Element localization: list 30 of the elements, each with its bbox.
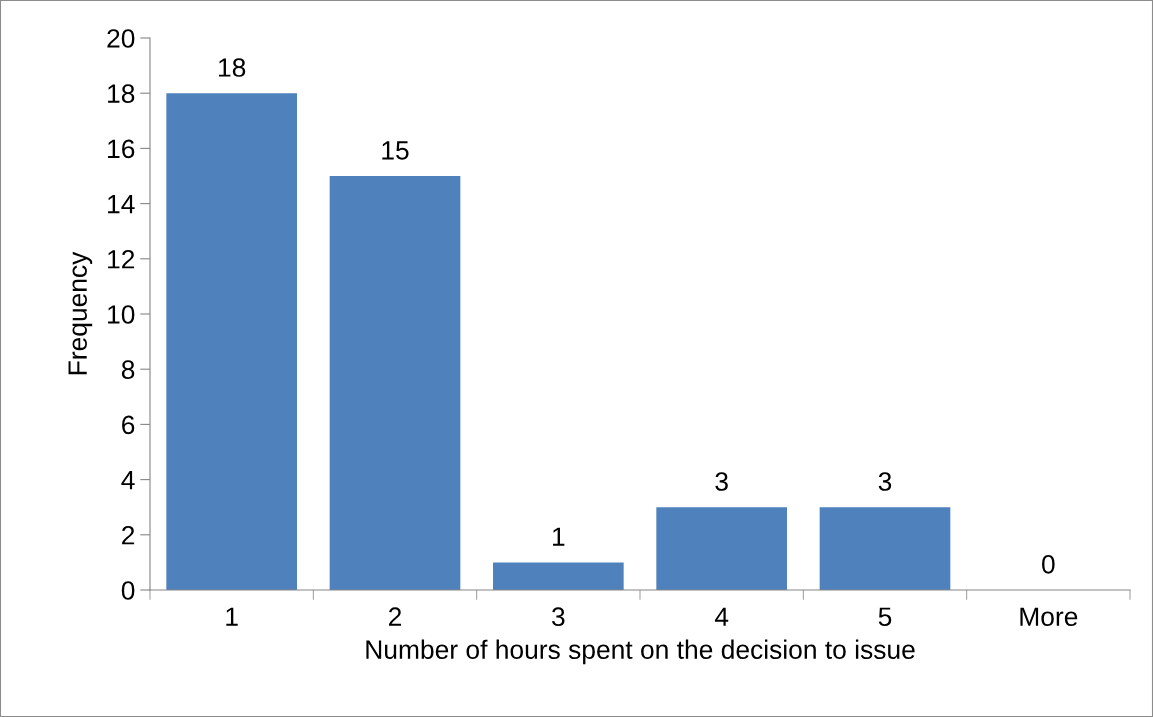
bar <box>819 507 951 590</box>
y-tick-label: 8 <box>121 360 135 380</box>
x-tick-label: 4 <box>714 607 729 626</box>
x-axis-title: Number of hours spent on the decision to issue <box>366 639 915 665</box>
x-tick-label: 1 <box>226 607 238 626</box>
bar <box>329 176 461 590</box>
x-tick-label: 3 <box>552 607 565 627</box>
bar <box>166 93 297 590</box>
bar <box>493 562 624 590</box>
data-label: 15 <box>382 141 409 160</box>
data-label: 1 <box>553 527 565 546</box>
x-tick-label: More <box>1020 607 1078 627</box>
y-tick-label: 14 <box>108 195 135 214</box>
x-tick-label: 2 <box>388 607 402 626</box>
y-tick-label: 2 <box>122 525 135 545</box>
y-tick-label: 16 <box>108 139 135 159</box>
data-label: 0 <box>1042 554 1055 574</box>
y-tick-label: 12 <box>108 249 135 269</box>
data-label: 18 <box>219 58 246 77</box>
y-tick-label: 0 <box>121 581 135 600</box>
data-label: 3 <box>715 472 728 491</box>
data-label: 3 <box>878 472 892 491</box>
bar <box>656 507 787 590</box>
y-tick-label: 20 <box>107 29 135 48</box>
y-tick-label: 6 <box>122 415 135 435</box>
y-axis-title: Frequency <box>68 251 93 375</box>
y-tick-label: 4 <box>121 471 135 490</box>
y-tick-label: 10 <box>108 305 135 324</box>
y-tick-label: 18 <box>108 84 135 104</box>
x-tick-label: 5 <box>878 607 892 627</box>
